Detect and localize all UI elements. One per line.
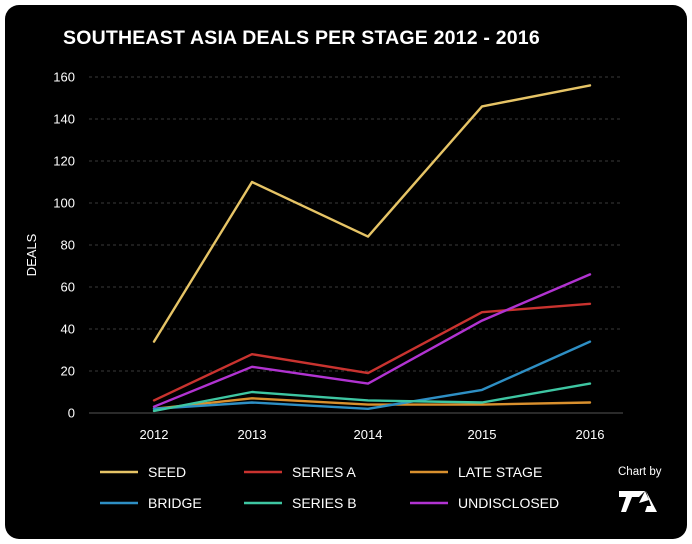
y-tick-label: 80 xyxy=(61,238,75,253)
series-line-late-stage xyxy=(152,397,592,410)
series-line-seed xyxy=(152,84,592,343)
x-tick-label: 2015 xyxy=(468,427,497,442)
y-tick-label: 120 xyxy=(53,154,75,169)
legend-label-late-stage: LATE STAGE xyxy=(458,464,542,480)
x-tick-label: 2013 xyxy=(238,427,267,442)
y-tick-label: 100 xyxy=(53,196,75,211)
y-tick-label: 40 xyxy=(61,322,75,337)
series-line-bridge xyxy=(152,340,592,410)
grid-lines xyxy=(89,76,623,414)
y-tick-label: 20 xyxy=(61,364,75,379)
legend-label-undisclosed: UNDISCLOSED xyxy=(458,495,559,511)
x-tick-label: 2014 xyxy=(354,427,383,442)
legend-label-bridge: BRIDGE xyxy=(148,495,202,511)
legend: SEED SERIES A LATE STAGE BRIDGE SERIES B UNDI… xyxy=(100,464,559,511)
series-lines xyxy=(152,84,592,413)
chart-credit: Chart by xyxy=(618,466,662,478)
y-axis-label: DEALS xyxy=(24,233,39,276)
chart-title: SOUTHEAST ASIA DEALS PER STAGE 2012 - 20… xyxy=(63,27,540,49)
legend-label-series-a: SERIES A xyxy=(292,464,356,480)
ta-logo-icon xyxy=(619,491,657,512)
series-line-series-b xyxy=(152,382,592,413)
chart-frame: SOUTHEAST ASIA DEALS PER STAGE 2012 - 20… xyxy=(5,5,687,539)
y-axis-ticks: 0 20 40 60 80 100 120 140 160 xyxy=(53,70,75,421)
x-axis-ticks: 2012 2013 2014 2015 2016 xyxy=(140,427,605,442)
legend-label-seed: SEED xyxy=(148,464,186,480)
y-tick-label: 140 xyxy=(53,112,75,127)
y-tick-label: 60 xyxy=(61,280,75,295)
x-tick-label: 2012 xyxy=(140,427,169,442)
y-tick-label: 0 xyxy=(68,406,75,421)
x-tick-label: 2016 xyxy=(576,427,605,442)
y-tick-label: 160 xyxy=(53,70,75,85)
series-line-undisclosed xyxy=(152,273,592,408)
legend-label-series-b: SERIES B xyxy=(292,495,357,511)
series-line-series-a xyxy=(152,302,592,402)
